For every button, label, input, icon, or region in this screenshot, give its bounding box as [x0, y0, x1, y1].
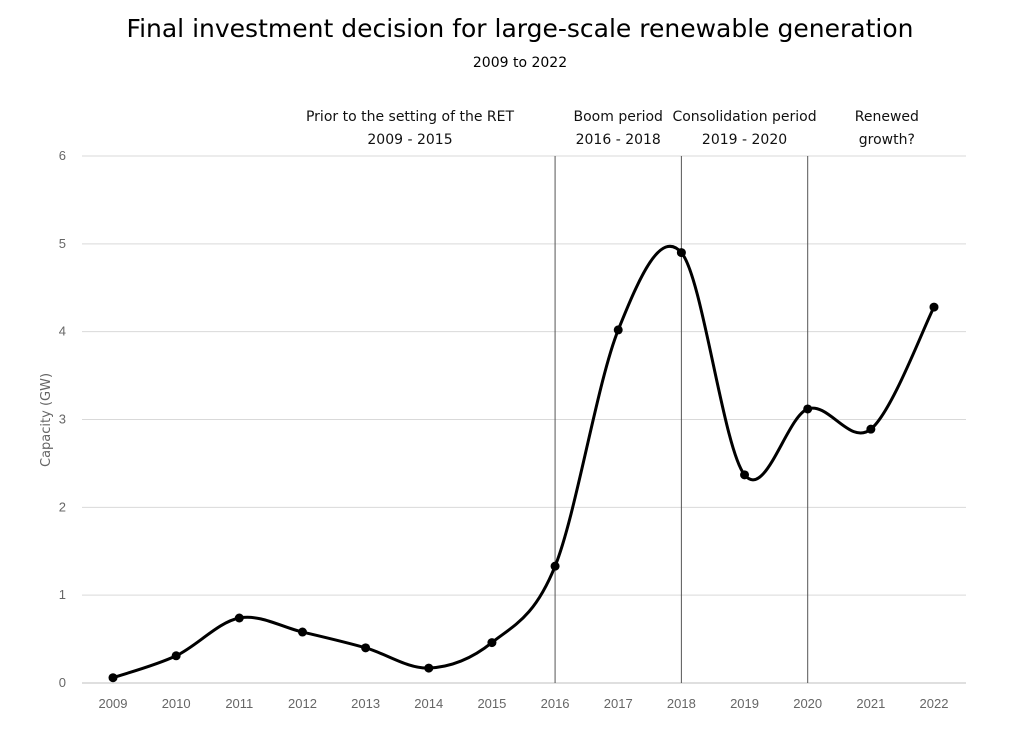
x-tick-label: 2012 — [288, 696, 317, 711]
x-axis-ticks: 2009 2010 2011 2012 2013 2014 2015 2016 2017 2018… — [99, 696, 949, 711]
chart-subtitle: 2009 to 2022 — [472, 55, 568, 71]
period-dividers — [554, 156, 809, 683]
data-point — [929, 302, 939, 312]
period-label-line1: Consolidation period — [672, 109, 816, 125]
chart-title: Final investment decision for large-scal… — [126, 14, 914, 43]
data-point — [550, 561, 560, 571]
period-label-line1: Prior to the setting of the RET — [306, 109, 514, 125]
period-label-line2: 2019 - 2020 — [702, 132, 787, 148]
x-tick-label: 2011 — [225, 696, 253, 711]
y-tick-label: 6 — [59, 148, 66, 163]
data-point — [613, 325, 623, 335]
data-point — [866, 424, 876, 434]
x-tick-label: 2015 — [477, 696, 506, 711]
data-point — [361, 643, 371, 653]
period-label-line2: 2016 - 2018 — [576, 132, 661, 148]
data-point — [108, 673, 118, 683]
x-tick-label: 2014 — [414, 696, 443, 711]
y-tick-label: 5 — [59, 236, 66, 251]
data-point — [740, 470, 750, 480]
y-tick-label: 4 — [59, 324, 66, 339]
x-tick-label: 2018 — [667, 696, 696, 711]
y-tick-label: 0 — [59, 675, 66, 690]
y-tick-label: 2 — [59, 499, 66, 514]
period-label-line1: Boom period — [574, 109, 663, 125]
data-point — [297, 627, 307, 637]
x-tick-label: 2016 — [541, 696, 570, 711]
data-point — [676, 248, 686, 258]
period-labels: Prior to the setting of the RET 2009 - 20… — [306, 109, 919, 148]
x-tick-label: 2019 — [730, 696, 759, 711]
x-tick-label: 2010 — [162, 696, 191, 711]
gridlines — [82, 155, 966, 684]
x-tick-label: 2021 — [856, 696, 885, 711]
data-point — [424, 663, 434, 673]
x-tick-label: 2022 — [920, 696, 949, 711]
data-point — [171, 651, 181, 661]
y-axis-ticks: 0 1 2 3 4 5 6 — [59, 148, 66, 690]
period-label-line2: growth? — [859, 132, 915, 148]
data-point — [803, 404, 813, 414]
data-point — [234, 613, 244, 623]
y-axis-label: Capacity (GW) — [39, 373, 54, 467]
x-tick-label: 2013 — [351, 696, 380, 711]
y-tick-label: 3 — [59, 412, 66, 427]
period-label-line2: 2009 - 2015 — [367, 132, 452, 148]
series-line — [112, 244, 936, 680]
x-tick-label: 2020 — [793, 696, 822, 711]
data-point — [487, 638, 497, 648]
y-tick-label: 1 — [59, 587, 66, 602]
x-tick-label: 2017 — [604, 696, 633, 711]
data-points — [108, 248, 939, 683]
period-label-line1: Renewed — [855, 109, 919, 125]
x-tick-label: 2009 — [99, 696, 128, 711]
